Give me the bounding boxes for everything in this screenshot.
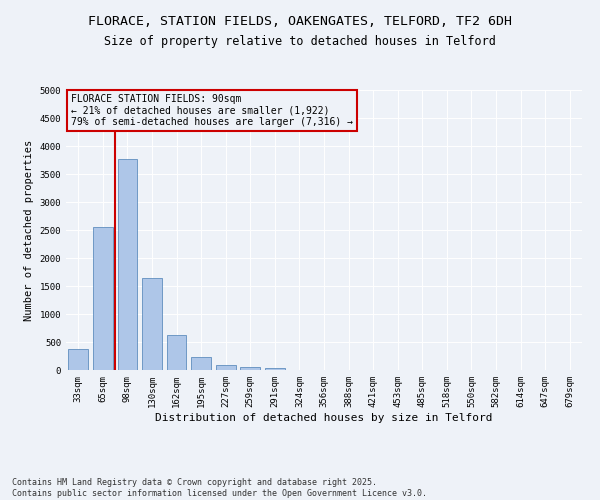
X-axis label: Distribution of detached houses by size in Telford: Distribution of detached houses by size … <box>155 412 493 422</box>
Bar <box>93 227 113 370</box>
Bar <box>241 368 260 370</box>
Text: Size of property relative to detached houses in Telford: Size of property relative to detached ho… <box>104 35 496 48</box>
Text: Contains HM Land Registry data © Crown copyright and database right 2025.
Contai: Contains HM Land Registry data © Crown c… <box>12 478 427 498</box>
Text: FLORACE, STATION FIELDS, OAKENGATES, TELFORD, TF2 6DH: FLORACE, STATION FIELDS, OAKENGATES, TEL… <box>88 15 512 28</box>
Bar <box>216 365 236 370</box>
Bar <box>167 336 187 370</box>
Bar <box>265 368 284 370</box>
Bar <box>191 357 211 370</box>
Bar <box>142 278 162 370</box>
Bar <box>118 160 137 370</box>
Y-axis label: Number of detached properties: Number of detached properties <box>24 140 34 320</box>
Text: FLORACE STATION FIELDS: 90sqm
← 21% of detached houses are smaller (1,922)
79% o: FLORACE STATION FIELDS: 90sqm ← 21% of d… <box>71 94 353 128</box>
Bar <box>68 348 88 370</box>
